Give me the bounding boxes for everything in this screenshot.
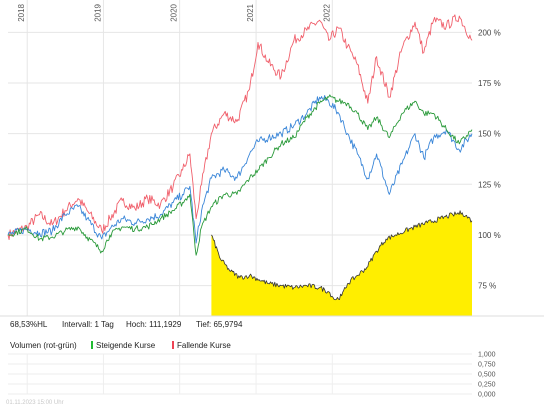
footer-timestamp: 01.11.2023 15:00 Uhr: [6, 400, 64, 406]
y-tick-label: 150 %: [478, 130, 501, 139]
rising-legend-label: Steigende Kurse: [96, 341, 156, 350]
x-tick-label: 2021: [246, 3, 255, 21]
volume-tick-label: 0,500: [478, 372, 496, 379]
line-layer: [7, 14, 473, 301]
falling-legend-label: Fallende Kurse: [177, 341, 231, 350]
y-tick-label: 175 %: [478, 79, 501, 88]
volume-tick-label: 1,000: [478, 352, 496, 359]
x-tick-label: 2018: [17, 3, 26, 21]
volume-tick-label: 0,000: [478, 392, 496, 399]
y-tick-label: 125 %: [478, 180, 501, 189]
x-tick-label: 2019: [93, 3, 102, 21]
high-label: Hoch: 111,1929: [126, 320, 182, 329]
y-tick-label: 100 %: [478, 231, 501, 240]
series-line-red: [7, 14, 473, 241]
volume-grid: [8, 353, 472, 395]
volume-title: Volumen (rot-grün): [10, 341, 77, 350]
x-ticks: 2018 2019 2020 2021 2022: [17, 3, 331, 21]
performance-label: 68,53%HL: [10, 320, 48, 329]
series-line-green: [7, 94, 473, 256]
area-layer: [211, 210, 472, 316]
volume-ticks: 1,000 0,750 0,500 0,250 0,000: [478, 352, 496, 399]
falling-legend-swatch: [172, 341, 174, 349]
rising-legend-swatch: [91, 341, 93, 349]
y-tick-label: 75 %: [478, 282, 496, 291]
y-ticks: 200 % 175 % 150 % 125 % 100 % 75 %: [478, 28, 501, 290]
x-tick-label: 2020: [170, 3, 179, 21]
interval-label: Intervall: 1 Tag: [62, 320, 114, 329]
series-line-black: [211, 210, 473, 301]
x-tick-label: 2022: [322, 3, 331, 21]
series-line-blue: [7, 95, 473, 244]
volume-tick-label: 0,250: [478, 382, 496, 389]
volume-tick-label: 0,750: [478, 362, 496, 369]
low-label: Tief: 65,9794: [196, 320, 243, 329]
y-tick-label: 200 %: [478, 28, 501, 37]
series-area-black: [211, 210, 472, 316]
